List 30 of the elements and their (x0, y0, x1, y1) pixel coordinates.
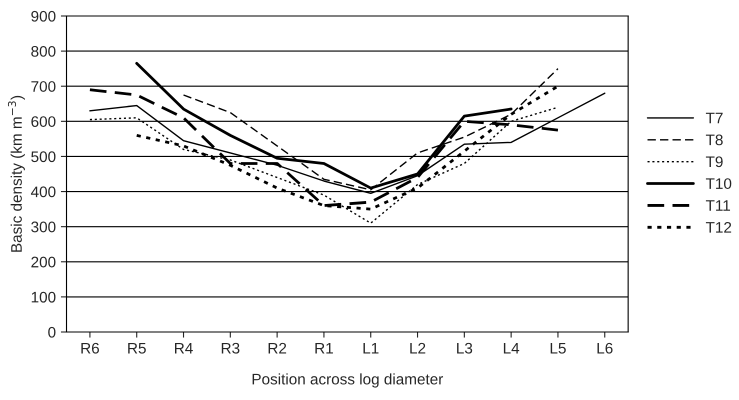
x-tick-label: L2 (410, 342, 426, 354)
x-tick-label: L1 (363, 342, 378, 354)
legend-label: T8 (706, 134, 723, 146)
x-tick-label: R3 (222, 342, 240, 354)
x-tick-label: R1 (315, 342, 333, 354)
y-tick-label: 0 (48, 326, 56, 338)
y-tick-label: 700 (31, 81, 56, 92)
x-tick-label: L3 (457, 342, 472, 354)
x-tick-label: R6 (81, 342, 100, 354)
x-axis-title: Position across log diameter (252, 373, 444, 388)
y-tick-label: 200 (31, 256, 56, 268)
y-tick-label: 800 (31, 46, 56, 57)
y-tick-label: 600 (31, 116, 56, 128)
y-tick-label: 100 (32, 292, 56, 303)
x-tick-label: L5 (550, 342, 566, 354)
x-tick-label: L4 (504, 342, 520, 354)
y-tick-label: 300 (31, 222, 56, 232)
y-tick-label: 500 (31, 151, 56, 162)
x-tick-label: L6 (598, 342, 613, 354)
legend-label: T10 (706, 178, 732, 190)
x-tick-label: R5 (128, 342, 146, 354)
y-tick-label: 900 (31, 10, 56, 22)
x-tick-label: R4 (175, 342, 193, 354)
legend-label: T7 (706, 112, 723, 124)
legend-label: T12 (706, 222, 732, 233)
legend-label: T9 (706, 156, 723, 168)
legend-label: T11 (706, 200, 730, 211)
x-tick-label: R2 (268, 342, 286, 354)
y-tick-label: 400 (30, 186, 56, 198)
y-axis-title: Basic density (km m$^{−3}$) (8, 96, 25, 252)
